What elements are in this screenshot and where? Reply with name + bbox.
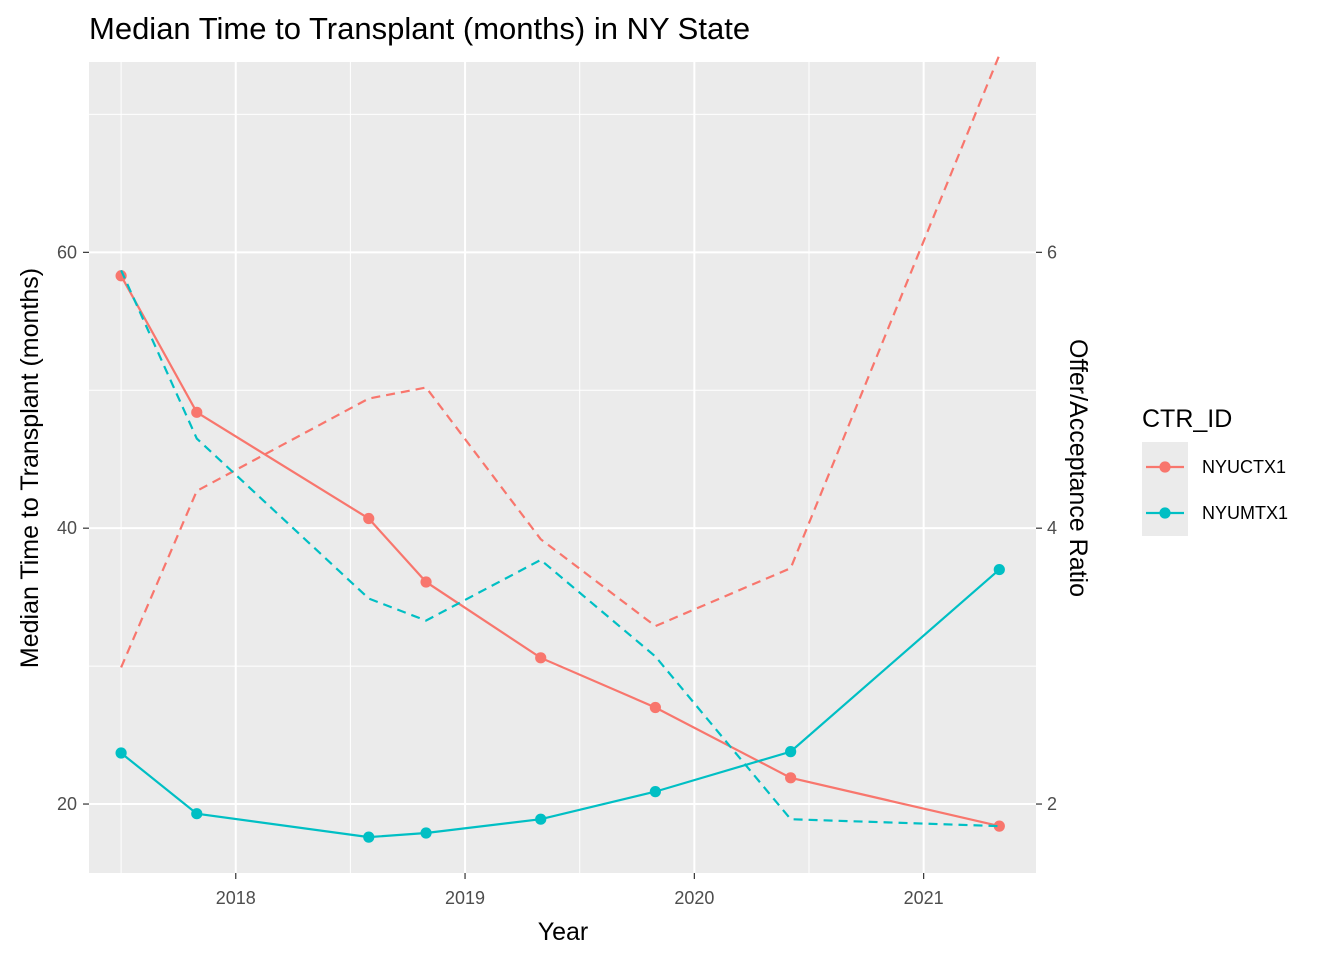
- y2-tick-label: 4: [1047, 518, 1057, 538]
- time-point-nyumtx1: [420, 827, 432, 839]
- y2-tick-label: 6: [1047, 242, 1057, 262]
- x-axis-title: Year: [538, 918, 589, 946]
- time-point-nyuctx1: [649, 701, 661, 714]
- time-point-nyumtx1: [191, 808, 203, 820]
- time-point-nyuctx1: [785, 772, 797, 784]
- time-point-nyumtx1: [115, 747, 127, 759]
- ratio-line-nyumtx1: [120, 269, 1000, 828]
- legend-items: NYUCTX1 NYUMTX1: [1142, 442, 1288, 536]
- x-tick-label: 2021: [904, 888, 944, 908]
- time-point-nyuctx1: [535, 652, 547, 664]
- time-point-nyuctx1: [363, 512, 375, 525]
- series-layer: [115, 54, 1005, 843]
- x-tick-label: 2020: [674, 888, 714, 908]
- time-point-nyumtx1: [785, 746, 797, 758]
- time-point-nyuctx1: [191, 406, 203, 418]
- time-line-nyumtx1: [120, 568, 1001, 839]
- legend-label-nyuctx1: NYUCTX1: [1202, 457, 1286, 477]
- time-point-nyumtx1: [363, 831, 375, 843]
- legend-label-nyumtx1: NYUMTX1: [1202, 503, 1288, 523]
- time-line-nyuctx1: [120, 275, 1000, 828]
- ratio-line-nyuctx1: [120, 54, 1001, 668]
- major-gridlines: [89, 62, 1036, 873]
- y-axis-title: Median Time to Transplant (months): [16, 268, 44, 668]
- time-point-nyumtx1: [535, 813, 547, 825]
- time-point-nyumtx1: [993, 563, 1005, 576]
- y2-tick-label: 2: [1047, 794, 1057, 814]
- legend: CTR_ID NYUCTX1 NYUMTX1: [1142, 405, 1288, 536]
- y-tick-label: 40: [57, 518, 77, 538]
- time-point-nyuctx1: [993, 820, 1005, 832]
- legend-key-point-nyumtx1: [1159, 507, 1171, 519]
- legend-title: CTR_ID: [1142, 405, 1232, 433]
- axes-layer: 2018 2019 2020 2021 20 40 60 2 4 6: [57, 242, 1057, 908]
- x-tick-label: 2019: [445, 888, 485, 908]
- y-tick-label: 60: [57, 242, 77, 262]
- y2-axis-title: Offer/Acceptance Ratio: [1064, 339, 1092, 597]
- x-tick-label: 2018: [216, 888, 256, 908]
- y-tick-label: 20: [57, 794, 77, 814]
- legend-key-point-nyuctx1: [1159, 461, 1171, 473]
- time-point-nyuctx1: [420, 576, 432, 588]
- time-point-nyumtx1: [649, 786, 661, 798]
- chart-title: Median Time to Transplant (months) in NY…: [89, 11, 750, 46]
- legend-key-background: [1142, 442, 1188, 536]
- plot-panel: [89, 62, 1036, 873]
